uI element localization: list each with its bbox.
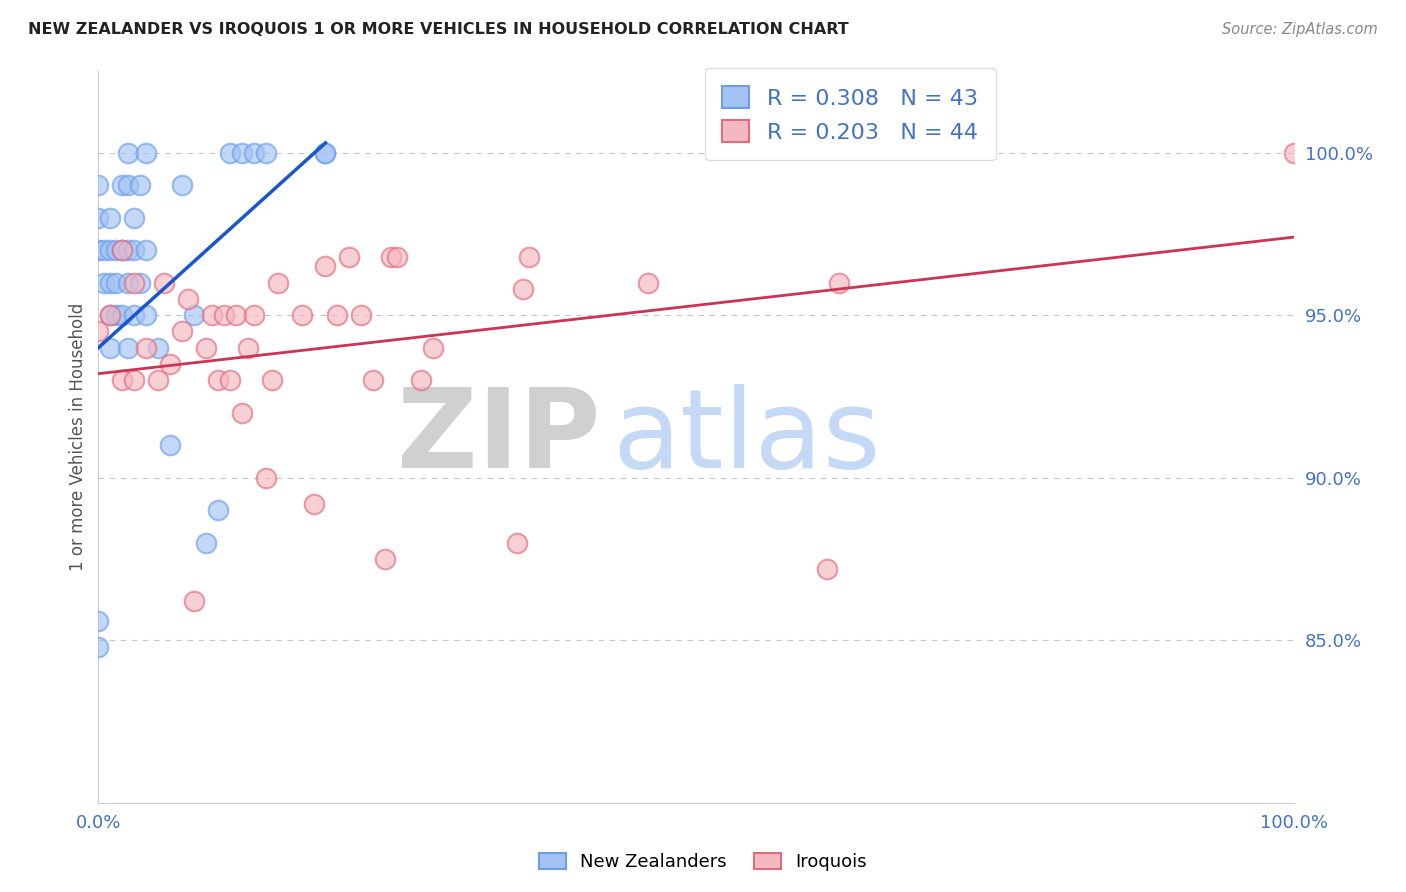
Point [124, 243, 146, 257]
Point [201, 308, 224, 322]
Point [315, 260, 337, 274]
Point [98, 243, 122, 257]
Point [195, 341, 218, 355]
Point [124, 308, 146, 322]
Point [87, 178, 110, 193]
Point [212, 308, 235, 322]
Text: ZIP: ZIP [396, 384, 600, 491]
Point [363, 373, 385, 387]
Point [207, 503, 229, 517]
Point [87, 325, 110, 339]
Point [117, 243, 139, 257]
Point [411, 373, 433, 387]
Point [183, 594, 205, 608]
Y-axis label: 1 or more Vehicles in Household: 1 or more Vehicles in Household [69, 303, 87, 571]
Point [87, 211, 110, 225]
Point [124, 373, 146, 387]
Point [236, 341, 259, 355]
Point [207, 373, 229, 387]
Point [105, 243, 128, 257]
Point [117, 341, 139, 355]
Point [93, 243, 115, 257]
Point [267, 276, 290, 290]
Point [111, 308, 134, 322]
Text: atlas: atlas [613, 384, 880, 491]
Point [177, 292, 200, 306]
Point [129, 276, 152, 290]
Point [243, 145, 266, 160]
Point [231, 406, 253, 420]
Point [172, 178, 194, 193]
Point [111, 373, 134, 387]
Point [506, 535, 529, 549]
Point [148, 373, 170, 387]
Point [159, 438, 181, 452]
Point [231, 145, 253, 160]
Point [98, 211, 122, 225]
Point [153, 276, 176, 290]
Point [111, 243, 134, 257]
Point [517, 250, 540, 264]
Point [124, 211, 146, 225]
Point [339, 250, 361, 264]
Point [129, 178, 152, 193]
Point [374, 552, 396, 566]
Point [225, 308, 247, 322]
Point [135, 145, 157, 160]
Point [254, 145, 277, 160]
Point [219, 373, 242, 387]
Point [87, 640, 110, 654]
Point [93, 276, 115, 290]
Point [385, 250, 409, 264]
Point [1282, 145, 1305, 160]
Legend: New Zealanders, Iroquois: New Zealanders, Iroquois [531, 846, 875, 879]
Point [302, 497, 325, 511]
Point [637, 276, 659, 290]
Point [183, 308, 205, 322]
Point [87, 243, 110, 257]
Legend: R = 0.308   N = 43, R = 0.203   N = 44: R = 0.308 N = 43, R = 0.203 N = 44 [704, 68, 995, 161]
Point [105, 276, 128, 290]
Point [159, 357, 181, 371]
Point [135, 243, 157, 257]
Point [512, 282, 534, 296]
Point [260, 373, 283, 387]
Point [117, 178, 139, 193]
Point [98, 308, 122, 322]
Point [111, 178, 134, 193]
Point [105, 308, 128, 322]
Point [326, 308, 349, 322]
Point [380, 250, 402, 264]
Point [172, 325, 194, 339]
Point [195, 535, 218, 549]
Point [135, 308, 157, 322]
Point [315, 145, 337, 160]
Text: Source: ZipAtlas.com: Source: ZipAtlas.com [1222, 22, 1378, 37]
Point [98, 341, 122, 355]
Point [828, 276, 851, 290]
Point [111, 243, 134, 257]
Point [243, 308, 266, 322]
Point [87, 614, 110, 628]
Point [219, 145, 242, 160]
Point [124, 276, 146, 290]
Point [148, 341, 170, 355]
Point [315, 145, 337, 160]
Point [815, 562, 838, 576]
Point [98, 276, 122, 290]
Point [117, 276, 139, 290]
Point [350, 308, 373, 322]
Point [98, 308, 122, 322]
Point [254, 471, 277, 485]
Point [135, 341, 157, 355]
Point [291, 308, 314, 322]
Text: NEW ZEALANDER VS IROQUOIS 1 OR MORE VEHICLES IN HOUSEHOLD CORRELATION CHART: NEW ZEALANDER VS IROQUOIS 1 OR MORE VEHI… [28, 22, 849, 37]
Point [117, 145, 139, 160]
Point [422, 341, 444, 355]
